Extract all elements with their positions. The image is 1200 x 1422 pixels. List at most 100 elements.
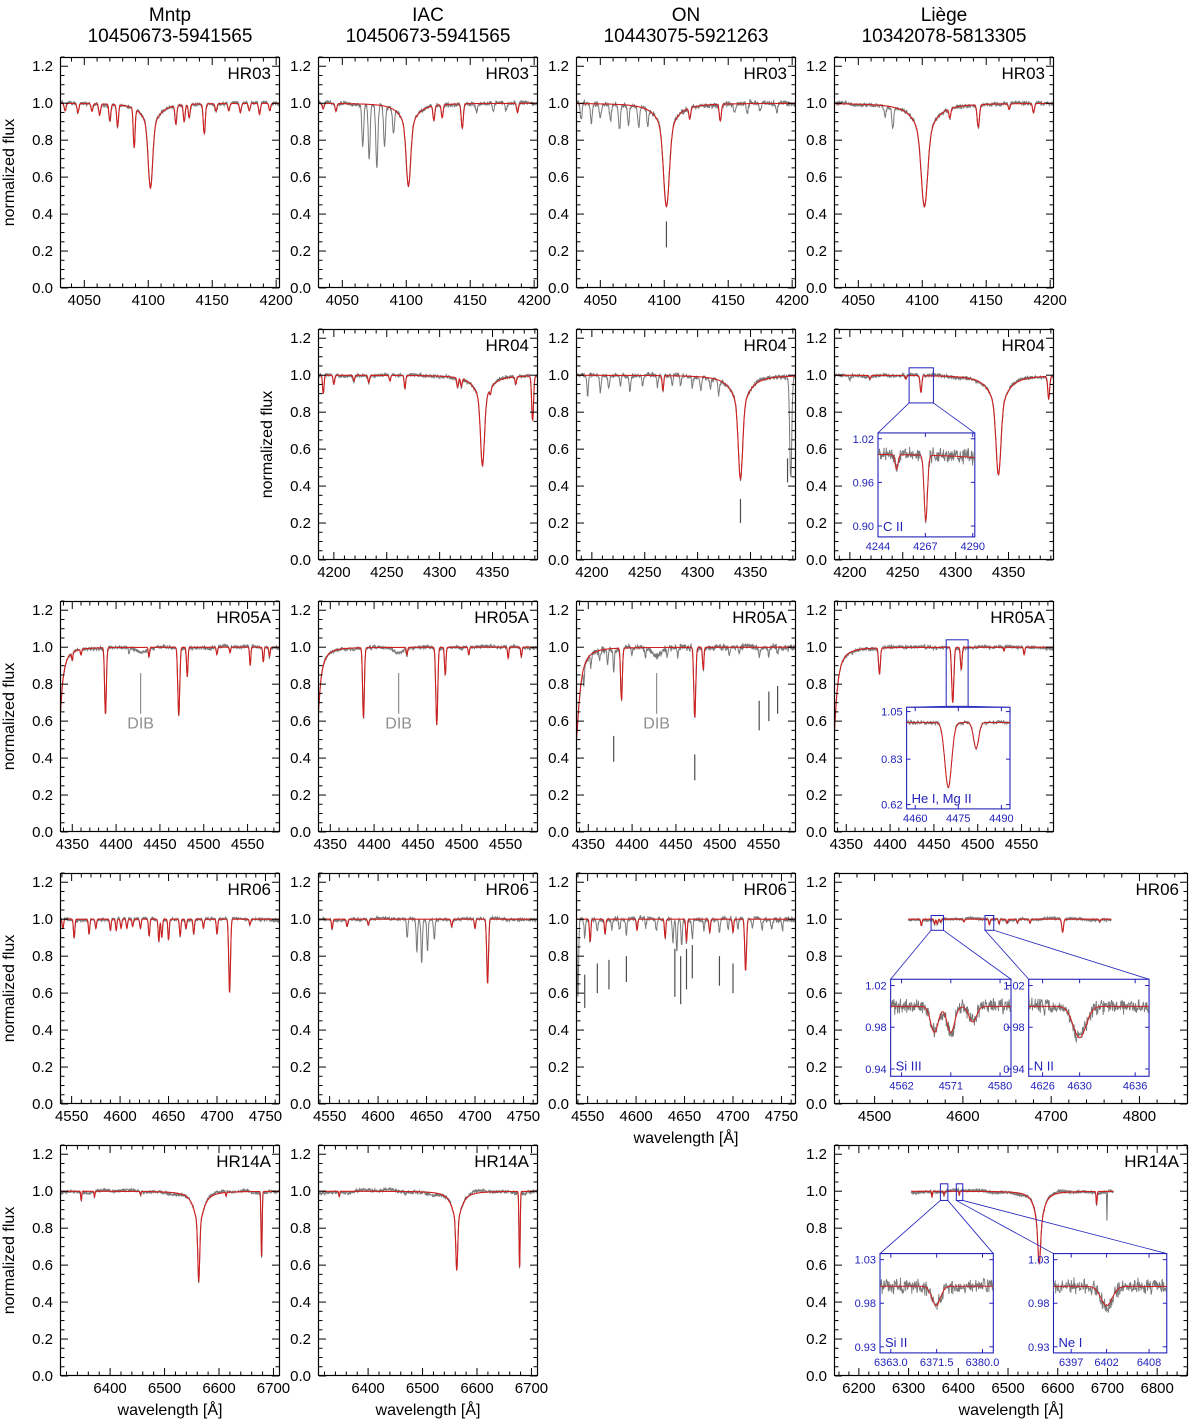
plot-frame <box>575 872 797 1105</box>
svg-text:4400: 4400 <box>615 836 648 853</box>
svg-text:0.4: 0.4 <box>806 1294 827 1311</box>
axis-tick-labels: 4050 4100 4150 4200 0.0 0.2 0.4 0.6 0.8 1.0 1.2 <box>32 58 293 309</box>
dib-annotation: DIB <box>643 716 670 733</box>
dib-annotation: DIB <box>385 716 412 733</box>
svg-text:4800: 4800 <box>1123 1108 1156 1125</box>
svg-text:0.0: 0.0 <box>806 552 827 569</box>
panel-liege-hr06: 4500 4600 4700 4800 0.0 0.2 0.4 0.6 0.8 1.0 1.2 HR0… <box>806 872 1189 1125</box>
panel-on-hr06: 4550 4600 4650 4700 4750 0.0 0.2 0.4 0.6 0.8 1.0 1.… <box>548 872 798 1147</box>
x-axis-label: wavelength [Å] <box>633 1128 739 1147</box>
svg-text:0.4: 0.4 <box>290 750 311 767</box>
y-axis-label: normalized flux <box>1 663 18 771</box>
spectrum-model <box>318 102 538 188</box>
star-id: 10450673-5941565 <box>345 26 511 48</box>
svg-text:0.8: 0.8 <box>548 132 569 149</box>
axis-tick-labels: 4200 4250 4300 4350 0.0 0.2 0.4 0.6 0.8 1.0 1.2 <box>806 330 1025 581</box>
inset-spectrum-model <box>906 722 1010 789</box>
svg-text:6400: 6400 <box>351 1380 384 1397</box>
svg-text:0.2: 0.2 <box>548 515 569 532</box>
svg-text:0.2: 0.2 <box>290 243 311 260</box>
svg-text:4350: 4350 <box>992 564 1025 581</box>
svg-text:0.0: 0.0 <box>290 1096 311 1113</box>
plot-frame <box>317 600 539 833</box>
svg-text:0.8: 0.8 <box>32 132 53 149</box>
svg-text:1.2: 1.2 <box>548 874 569 891</box>
svg-text:0.6: 0.6 <box>806 441 827 458</box>
svg-text:0.2: 0.2 <box>32 1331 53 1348</box>
svg-text:1.2: 1.2 <box>548 330 569 347</box>
svg-text:4200: 4200 <box>775 292 808 309</box>
inset-x-tick-label: 4460 <box>903 813 927 825</box>
axis-ticks <box>319 56 537 289</box>
spectrum-model <box>318 1190 538 1271</box>
svg-text:0.0: 0.0 <box>806 1096 827 1113</box>
inset-species-label: N II <box>1034 1058 1054 1073</box>
svg-text:1.2: 1.2 <box>32 874 53 891</box>
axis-tick-labels: 6400 6500 6600 6700 0.0 0.2 0.4 0.6 0.8 1.0 1.2 <box>32 1146 290 1397</box>
setup-label: HR03 <box>1002 64 1045 83</box>
svg-text:1.2: 1.2 <box>290 58 311 75</box>
axis-tick-labels: 4050 4100 4150 4200 0.0 0.2 0.4 0.6 0.8 1.0 1.2 <box>548 58 809 309</box>
zoom-connector <box>943 929 1012 980</box>
svg-text:0.8: 0.8 <box>32 1220 53 1237</box>
svg-text:0.6: 0.6 <box>548 713 569 730</box>
plot-frame <box>59 1144 281 1377</box>
star-id: 10450673-5941565 <box>87 26 253 48</box>
svg-text:0.2: 0.2 <box>290 787 311 804</box>
svg-text:6800: 6800 <box>1140 1380 1173 1397</box>
svg-text:4350: 4350 <box>56 836 89 853</box>
axis-tick-labels: 4550 4600 4650 4700 4750 0.0 0.2 0.4 0.6 0.8 1.0 1.… <box>548 874 798 1125</box>
svg-text:0.0: 0.0 <box>548 552 569 569</box>
spectrum-model <box>318 374 538 468</box>
svg-text:0.6: 0.6 <box>32 169 53 186</box>
svg-text:0.0: 0.0 <box>548 280 569 297</box>
svg-text:6400: 6400 <box>942 1380 975 1397</box>
inset-y-tick-label: 0.98 <box>1003 1022 1024 1034</box>
axis-tick-labels: 4350 4400 4450 4500 4550 0.0 0.2 0.4 0.6 0.8 1.0 1.… <box>32 602 264 853</box>
inset-species-label: Ne I <box>1058 1335 1082 1350</box>
inset-y-tick-label: 1.02 <box>853 434 874 446</box>
svg-text:0.8: 0.8 <box>290 1220 311 1237</box>
inset-x-tick-label: 6408 <box>1137 1357 1161 1369</box>
setup-label: HR05A <box>732 608 787 627</box>
svg-text:4600: 4600 <box>619 1108 652 1125</box>
svg-text:0.4: 0.4 <box>290 478 311 495</box>
svg-text:6400: 6400 <box>93 1380 126 1397</box>
axis-ticks <box>319 328 537 561</box>
inset-species-label: C II <box>883 519 903 534</box>
panel-iac-hr03: 4050 4100 4150 4200 0.0 0.2 0.4 0.6 0.8 1.0 1.2 HR0… <box>290 56 551 309</box>
site-name: ON <box>671 5 701 26</box>
spectrum-observed <box>576 642 796 744</box>
site-name: IAC <box>412 5 444 26</box>
inset-x-tick-label: 6363.0 <box>874 1357 908 1369</box>
spectrum-observed <box>576 98 796 208</box>
spectrum-model <box>911 1190 1114 1266</box>
axis-ticks <box>319 872 537 1105</box>
inset-x-tick-label: 4475 <box>946 813 970 825</box>
svg-text:4400: 4400 <box>99 836 132 853</box>
axis-tick-labels: 4500 4600 4700 4800 0.0 0.2 0.4 0.6 0.8 1.0 1.2 <box>806 874 1156 1125</box>
svg-text:6700: 6700 <box>257 1380 290 1397</box>
inset-y-tick-label: 0.93 <box>855 1342 876 1354</box>
svg-text:4700: 4700 <box>200 1108 233 1125</box>
svg-text:0.0: 0.0 <box>290 824 311 841</box>
inset-spectrum-model <box>1053 1285 1167 1307</box>
svg-text:4100: 4100 <box>906 292 939 309</box>
dib-annotation: DIB <box>127 716 154 733</box>
inset-x-tick-label: 4267 <box>913 541 937 553</box>
axis-ticks <box>577 56 795 289</box>
svg-text:0.4: 0.4 <box>806 478 827 495</box>
svg-text:6600: 6600 <box>1041 1380 1074 1397</box>
svg-text:4500: 4500 <box>858 1108 891 1125</box>
zoom-connector <box>877 402 910 434</box>
spectrum-model <box>576 646 796 745</box>
plot-frame <box>317 56 539 289</box>
inset-x-tick-label: 6380.0 <box>966 1357 1000 1369</box>
svg-text:1.0: 1.0 <box>806 911 827 928</box>
svg-text:1.2: 1.2 <box>806 330 827 347</box>
svg-text:1.2: 1.2 <box>290 874 311 891</box>
svg-text:6500: 6500 <box>406 1380 439 1397</box>
svg-text:0.6: 0.6 <box>806 713 827 730</box>
svg-text:4450: 4450 <box>917 836 950 853</box>
svg-text:1.2: 1.2 <box>806 58 827 75</box>
